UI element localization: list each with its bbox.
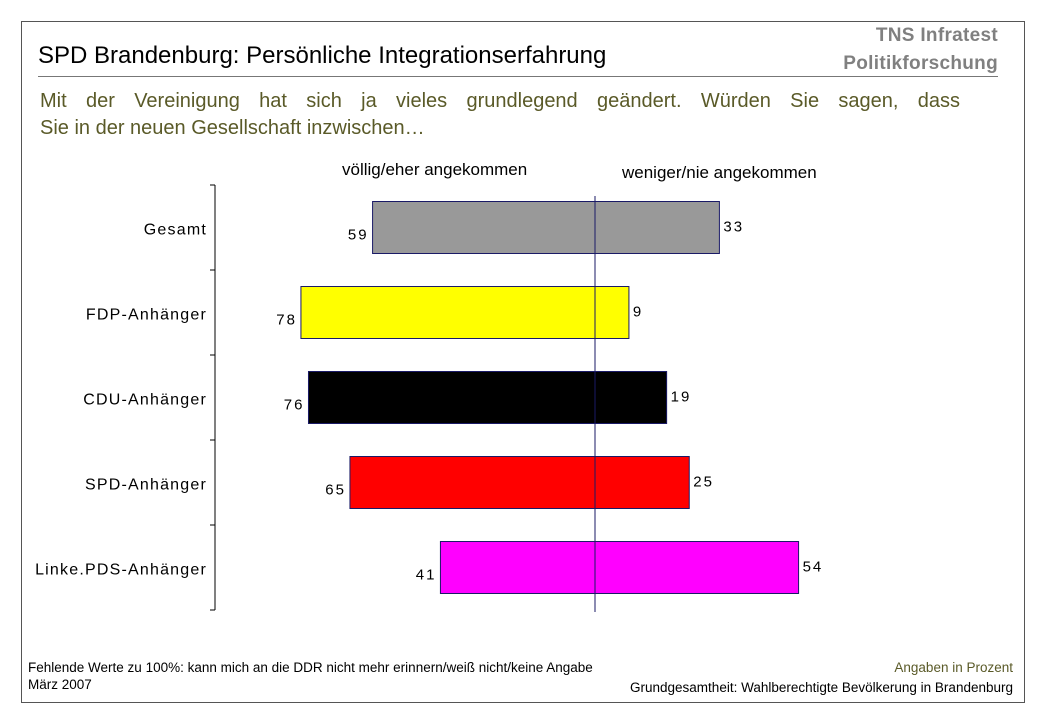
value-label-right: 25 (693, 474, 714, 491)
series-header-left: völlig/eher angekommen (342, 160, 528, 179)
question-line-1: Mit der Vereinigung hat sich ja vieles g… (40, 90, 960, 112)
value-label-left: 65 (325, 482, 346, 499)
bar-right-1 (594, 201, 720, 254)
unit-note: Angaben in Prozent (894, 660, 1013, 675)
brand-line-2: Politikforschung (843, 53, 998, 74)
question-line-2: Sie in der neuen Gesellschaft inzwischen… (40, 117, 425, 139)
question-text: Mit der Vereinigung hat sich ja vieles g… (40, 88, 960, 142)
title-divider (38, 76, 998, 77)
bar-left-2 (300, 286, 596, 339)
value-label-right: 19 (671, 389, 692, 406)
category-label: Gesamt (144, 222, 207, 239)
bar-right-2 (594, 286, 630, 339)
bar-left-4 (349, 456, 596, 509)
bar-left-5 (439, 541, 596, 594)
bar-right-3 (594, 371, 668, 424)
bar-left-1 (372, 201, 596, 254)
value-label-right: 54 (803, 559, 824, 576)
bar-left-3 (307, 371, 596, 424)
brand-line-1: TNS Infratest (875, 25, 998, 46)
series-header-right: weniger/nie angekommen (622, 163, 817, 182)
value-label-left: 78 (276, 312, 297, 329)
population-note: Grundgesamtheit: Wahlberechtigte Bevölke… (630, 680, 1013, 695)
category-label: FDP-Anhänger (86, 307, 207, 324)
category-label: SPD-Anhänger (85, 477, 207, 494)
footnote-missing: Fehlende Werte zu 100%: kann mich an die… (28, 660, 593, 675)
bar-right-4 (594, 456, 690, 509)
category-label: Linke.PDS-Anhänger (35, 562, 207, 579)
category-label: CDU-Anhänger (83, 392, 207, 409)
value-label-right: 33 (723, 219, 744, 236)
brand-logo: TNS Infratest Politikforschung (843, 22, 998, 78)
value-label-left: 76 (284, 397, 305, 414)
value-label-left: 41 (416, 567, 437, 584)
value-label-left: 59 (348, 227, 369, 244)
footnote-date: März 2007 (28, 677, 92, 692)
bar-right-5 (594, 541, 800, 594)
page-title: SPD Brandenburg: Persönliche Integration… (38, 42, 607, 69)
slide-frame (21, 21, 1025, 703)
value-label-right: 9 (633, 304, 643, 321)
